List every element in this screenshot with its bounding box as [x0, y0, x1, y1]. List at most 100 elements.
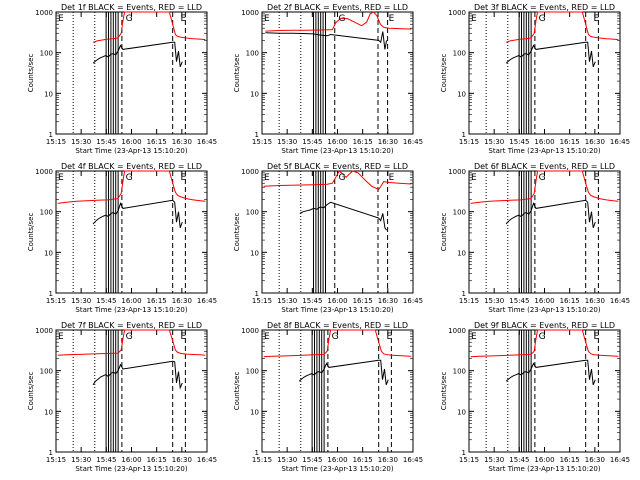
- plot-frame: [261, 329, 414, 453]
- x-tick-label: 15:30: [277, 297, 297, 305]
- x-tick-label: 16:30: [172, 297, 192, 305]
- x-tick-label: 16:15: [560, 138, 580, 146]
- x-tick-label: 16:15: [353, 456, 373, 464]
- x-tick-label: 16:45: [403, 138, 423, 146]
- chart-title: Det 5f BLACK = Events, RED = LLD: [267, 162, 408, 171]
- y-axis-label: Counts/sec: [233, 372, 241, 411]
- x-tick-label: 15:15: [459, 297, 479, 305]
- chart-panel-3: Det 3f BLACK = Events, RED = LLD 1 10 100 10…: [440, 3, 630, 155]
- y-tick-label: 10: [44, 408, 53, 416]
- x-tick-label: 16:00: [534, 456, 554, 464]
- x-tick-label: 16:45: [403, 456, 423, 464]
- marker-g: G: [539, 14, 546, 24]
- y-tick-label: 1000: [241, 9, 259, 17]
- series-line-lld: [265, 11, 412, 32]
- series-line-lld: [470, 329, 619, 358]
- chart-title: Det 2f BLACK = Events, RED = LLD: [267, 3, 408, 12]
- y-tick-label: 100: [246, 368, 259, 376]
- x-axis-label: Start Time (23-Apr-13 15:10:20): [75, 465, 187, 473]
- y-tick-label: 100: [246, 209, 259, 217]
- x-tick-label: 16:45: [610, 138, 630, 146]
- series-line-events: [265, 31, 388, 50]
- y-tick-label: 10: [457, 249, 466, 257]
- chart-title: Det 6f BLACK = Events, RED = LLD: [474, 162, 615, 171]
- x-tick-label: 15:45: [96, 138, 116, 146]
- x-axis-label: Start Time (23-Apr-13 15:10:20): [75, 147, 187, 155]
- x-tick-label: 15:15: [459, 456, 479, 464]
- y-tick-label: 10: [457, 408, 466, 416]
- x-tick-label: 15:30: [484, 138, 504, 146]
- chart-title: Det 4f BLACK = Events, RED = LLD: [61, 162, 202, 171]
- y-tick-label: 1000: [241, 168, 259, 176]
- x-tick-label: 16:45: [610, 297, 630, 305]
- series-line-events: [92, 199, 183, 228]
- x-tick-label: 16:30: [585, 138, 605, 146]
- series-line-lld: [57, 170, 206, 204]
- marker-e-right: E: [181, 173, 187, 183]
- y-tick-label: 1: [255, 449, 259, 457]
- chart-panel-6: Det 6f BLACK = Events, RED = LLD 1 10 100 10…: [440, 162, 630, 314]
- y-tick-label: 1000: [448, 9, 466, 17]
- marker-e-left: E: [264, 173, 270, 183]
- series-line-lld: [470, 170, 619, 204]
- y-axis-label: Counts/sec: [440, 372, 448, 411]
- x-tick-label: 16:45: [610, 456, 630, 464]
- x-tick-label: 15:15: [252, 138, 272, 146]
- series-line-events: [92, 360, 183, 390]
- y-tick-label: 1000: [35, 168, 53, 176]
- plot-frame: [468, 170, 621, 294]
- x-tick-label: 16:45: [403, 297, 423, 305]
- x-axis-label: Start Time (23-Apr-13 15:10:20): [488, 147, 600, 155]
- x-axis-label: Start Time (23-Apr-13 15:10:20): [281, 147, 393, 155]
- y-tick-label: 1: [462, 290, 466, 298]
- y-tick-label: 1: [49, 131, 53, 139]
- y-axis-label: Counts/sec: [27, 54, 35, 93]
- chart-title: Det 7f BLACK = Events, RED = LLD: [61, 321, 202, 330]
- x-tick-label: 16:00: [327, 297, 347, 305]
- x-axis-label: Start Time (23-Apr-13 15:10:20): [281, 465, 393, 473]
- chart-panel-8: Det 8f BLACK = Events, RED = LLD 1 10 100 10…: [233, 321, 423, 473]
- series-line-events: [505, 41, 596, 67]
- marker-g: G: [126, 14, 133, 24]
- x-tick-label: 16:00: [121, 138, 141, 146]
- y-tick-label: 1: [462, 449, 466, 457]
- plot-frame: [261, 170, 414, 294]
- x-tick-label: 16:45: [197, 297, 217, 305]
- x-axis-label: Start Time (23-Apr-13 15:10:20): [281, 306, 393, 314]
- x-tick-label: 16:00: [121, 456, 141, 464]
- chart-panel-4: Det 4f BLACK = Events, RED = LLD 1 10 100 10…: [27, 162, 217, 314]
- plot-frame: [468, 329, 621, 453]
- y-tick-label: 1: [255, 131, 259, 139]
- series-line-lld: [92, 11, 206, 43]
- x-tick-label: 16:15: [147, 138, 167, 146]
- series-line-events: [92, 41, 183, 67]
- marker-e-left: E: [264, 332, 270, 342]
- x-tick-label: 16:00: [121, 297, 141, 305]
- x-tick-label: 15:15: [459, 138, 479, 146]
- x-tick-label: 16:30: [378, 138, 398, 146]
- x-axis-label: Start Time (23-Apr-13 15:10:20): [488, 465, 600, 473]
- y-axis-label: Counts/sec: [233, 213, 241, 252]
- series-line-lld: [57, 329, 206, 356]
- marker-g: G: [126, 173, 133, 183]
- y-tick-label: 10: [457, 90, 466, 98]
- plot-frame: [55, 11, 208, 135]
- marker-e-right: E: [389, 14, 395, 24]
- x-tick-label: 15:45: [509, 297, 529, 305]
- x-tick-label: 16:15: [147, 456, 167, 464]
- y-axis-label: Counts/sec: [233, 54, 241, 93]
- marker-e-right: E: [594, 173, 600, 183]
- x-tick-label: 15:45: [96, 456, 116, 464]
- x-tick-label: 16:00: [534, 138, 554, 146]
- y-tick-label: 100: [453, 50, 466, 58]
- y-tick-label: 1: [49, 449, 53, 457]
- plot-frame: [55, 329, 208, 453]
- x-tick-label: 16:30: [585, 456, 605, 464]
- series-line-events: [299, 201, 388, 231]
- marker-g: G: [339, 14, 346, 24]
- y-tick-label: 1: [49, 290, 53, 298]
- x-tick-label: 16:30: [585, 297, 605, 305]
- chart-panel-2: Det 2f BLACK = Events, RED = LLD 1 10 100 10…: [233, 3, 423, 155]
- x-tick-label: 16:30: [378, 456, 398, 464]
- marker-e-left: E: [58, 173, 64, 183]
